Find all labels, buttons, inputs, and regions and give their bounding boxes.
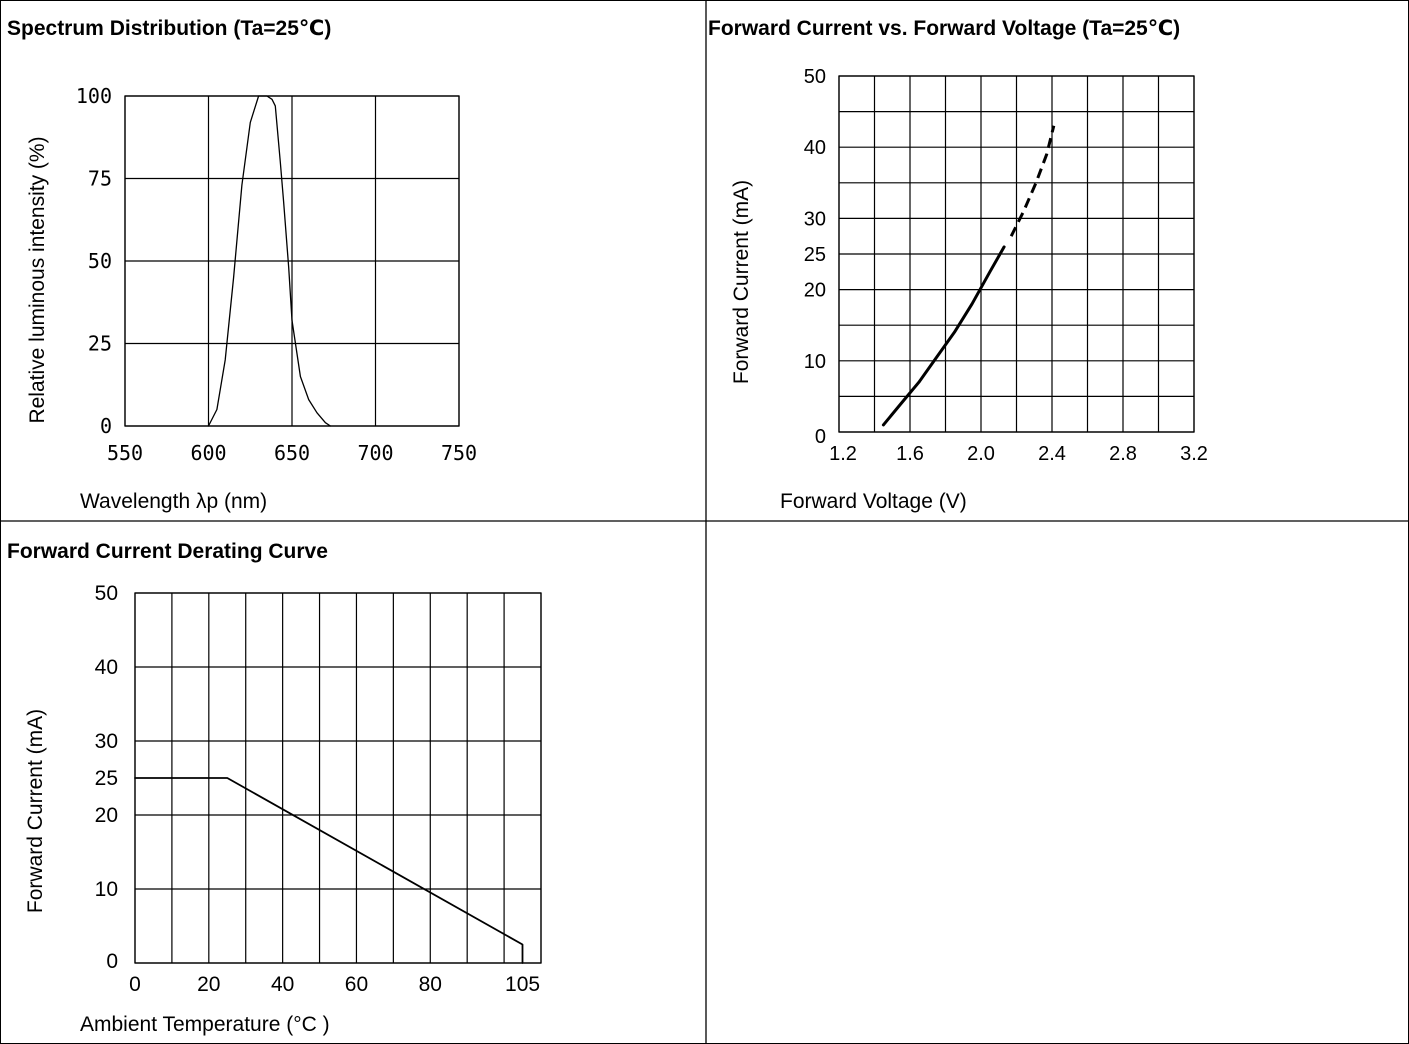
- y-tick-label: 20: [804, 280, 826, 302]
- y-tick-label: 25: [95, 767, 118, 790]
- x-tick-label: 80: [419, 973, 442, 996]
- spectrum-chart: 550 600 650 700 750 0 25 50 75 100 Wavelength λp (…: [26, 84, 477, 513]
- y-axis-label: Forward Current (mA): [24, 709, 47, 913]
- y-tick-label: 50: [95, 582, 118, 605]
- plot-area-border: [124, 95, 460, 427]
- derating-panel: Forward Current Derating Curve 0 20 40 60 80…: [0, 521, 706, 1044]
- y-tick-label: 25: [88, 332, 112, 356]
- x-tick-label: 700: [357, 441, 393, 465]
- derating-title: Forward Current Derating Curve: [7, 540, 328, 563]
- series-line-dashed: [1009, 125, 1056, 237]
- derating-chart: 0 20 40 60 80 105 0 10 20 25 30 40 50 Ambient Tempera…: [24, 582, 542, 1036]
- series-line: [134, 777, 524, 964]
- x-axis-label: Wavelength λp (nm): [80, 490, 267, 513]
- iv-title: Forward Current vs. Forward Voltage (Ta=…: [708, 17, 1181, 40]
- empty-panel: [706, 521, 1409, 1044]
- y-tick-label: 40: [95, 656, 118, 679]
- y-tick-label: 10: [804, 351, 826, 373]
- spectrum-title: Spectrum Distribution (Ta=25℃): [7, 17, 332, 40]
- x-tick-label: 40: [271, 973, 294, 996]
- x-tick-label: 550: [107, 441, 143, 465]
- y-tick-label: 10: [95, 878, 118, 901]
- x-axis-label: Forward Voltage (V): [780, 490, 967, 513]
- y-tick-label: 75: [88, 167, 112, 191]
- series-line: [207, 95, 332, 427]
- iv-panel: Forward Current vs. Forward Voltage (Ta=…: [706, 0, 1409, 521]
- x-tick-label: 3.2: [1180, 443, 1208, 465]
- x-tick-label: 750: [441, 441, 477, 465]
- x-tick-label: 650: [274, 441, 310, 465]
- y-tick-label: 0: [106, 950, 118, 973]
- x-tick-label: 2.8: [1109, 443, 1137, 465]
- x-tick-label: 105: [505, 973, 540, 996]
- y-tick-label: 30: [95, 730, 118, 753]
- y-tick-label: 20: [95, 804, 118, 827]
- x-tick-label: 20: [197, 973, 220, 996]
- x-tick-label: 60: [345, 973, 368, 996]
- x-tick-label: 0: [129, 973, 141, 996]
- x-tick-label: 1.2: [829, 443, 857, 465]
- plot-area-border: [838, 75, 1195, 433]
- series-line: [881, 245, 1006, 427]
- y-tick-label: 100: [76, 84, 112, 108]
- y-axis-label: Relative luminous intensity (%): [26, 136, 49, 423]
- x-tick-label: 2.0: [967, 443, 995, 465]
- y-tick-label: 25: [804, 244, 826, 266]
- y-tick-label: 40: [804, 137, 826, 159]
- y-tick-label: 30: [804, 208, 826, 230]
- y-tick-label: 50: [88, 249, 112, 273]
- iv-chart: 1.2 1.6 2.0 2.4 2.8 3.2 0 10 20 25 30 40 50 Forward V…: [730, 66, 1208, 513]
- x-axis-label: Ambient Temperature (°C ): [80, 1013, 330, 1036]
- x-tick-label: 2.4: [1038, 443, 1066, 465]
- y-tick-label: 0: [815, 426, 826, 448]
- y-tick-label: 50: [804, 66, 826, 88]
- y-tick-label: 0: [100, 414, 112, 438]
- y-axis-label: Forward Current (mA): [730, 180, 753, 384]
- spectrum-panel: Spectrum Distribution (Ta=25℃) 550 600 650…: [0, 0, 706, 521]
- x-tick-label: 1.6: [896, 443, 924, 465]
- x-tick-label: 600: [190, 441, 226, 465]
